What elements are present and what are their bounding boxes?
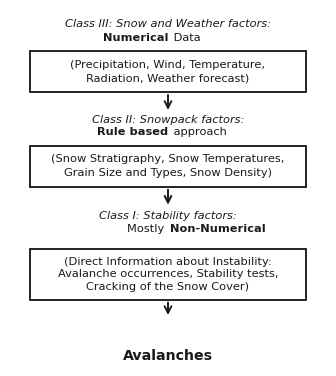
FancyBboxPatch shape [30,51,306,92]
Text: Class III: Snow and Weather factors:: Class III: Snow and Weather factors: [65,20,271,29]
Text: approach: approach [170,127,226,137]
Text: (Direct Information about Instability:: (Direct Information about Instability: [64,257,272,267]
Text: Mostly: Mostly [127,224,168,233]
Text: Class II: Snowpack factors:: Class II: Snowpack factors: [92,115,244,125]
FancyBboxPatch shape [30,146,306,187]
FancyBboxPatch shape [30,249,306,300]
Text: Avalanches: Avalanches [123,349,213,364]
Text: (Precipitation, Wind, Temperature,: (Precipitation, Wind, Temperature, [71,59,265,70]
Text: Grain Size and Types, Snow Density): Grain Size and Types, Snow Density) [64,168,272,178]
Text: Data: Data [170,33,200,42]
Text: Rule based: Rule based [97,127,168,137]
Text: Avalanche occurrences, Stability tests,: Avalanche occurrences, Stability tests, [58,270,278,279]
Text: Non-Numerical: Non-Numerical [170,224,265,233]
Text: Radiation, Weather forecast): Radiation, Weather forecast) [86,73,250,83]
Text: (Snow Stratigraphy, Snow Temperatures,: (Snow Stratigraphy, Snow Temperatures, [51,154,285,164]
Text: Numerical: Numerical [102,33,168,42]
Text: Cracking of the Snow Cover): Cracking of the Snow Cover) [86,282,250,292]
Text: Class I: Stability factors:: Class I: Stability factors: [99,211,237,221]
